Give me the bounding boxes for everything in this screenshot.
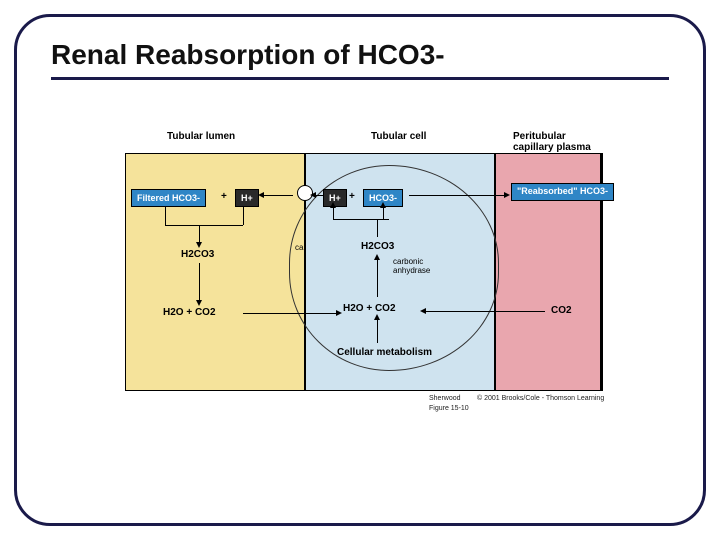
arrow (409, 195, 505, 196)
pill-reabsorbed-hco3: "Reabsorbed" HCO3- (511, 183, 614, 201)
h2o-co2-cell: H2O + CO2 (343, 303, 396, 314)
arrow (263, 195, 293, 196)
plus-lumen: + (221, 191, 227, 202)
arrow (315, 195, 323, 196)
h2co3-lumen: H2CO3 (181, 249, 214, 260)
arrow (199, 225, 200, 243)
arrow (165, 225, 243, 226)
label-cell: Tubular cell (371, 131, 426, 142)
arrow (199, 263, 200, 301)
arrow (243, 313, 337, 314)
arrow (333, 207, 334, 219)
arrow (377, 259, 378, 297)
arrow (377, 319, 378, 343)
arrow (425, 311, 545, 312)
label-plasma: Peritubular capillary plasma (513, 131, 591, 153)
arrow (243, 207, 244, 225)
label-carbonic-anhydrase: carbonic anhydrase (393, 257, 430, 275)
arrow (377, 219, 378, 237)
co2-plasma: CO2 (551, 305, 572, 316)
arrow (165, 207, 166, 225)
h2co3-cell: H2CO3 (361, 241, 394, 252)
title-wrap: Renal Reabsorption of HCO3- (17, 17, 703, 86)
slide-frame: Renal Reabsorption of HCO3- Tubular lume… (14, 14, 706, 526)
pill-h-lumen: H+ (235, 189, 259, 207)
arrow (333, 219, 389, 220)
label-ca: ca (295, 243, 303, 252)
label-lumen: Tubular lumen (167, 131, 235, 142)
arrow (383, 207, 384, 219)
pill-filtered-hco3: Filtered HCO3- (131, 189, 206, 207)
slide-title: Renal Reabsorption of HCO3- (51, 39, 669, 80)
h2o-co2-lumen: H2O + CO2 (163, 307, 216, 318)
credit-figure: Figure 15-10 (429, 405, 469, 412)
credit-author: Sherwood (429, 395, 461, 402)
label-cellular-metabolism: Cellular metabolism (337, 347, 432, 358)
plus-cell: + (349, 191, 355, 202)
credit-copyright: © 2001 Brooks/Cole - Thomson Learning (477, 395, 604, 402)
diagram: Tubular lumen Tubular cell Peritubular c… (125, 125, 605, 425)
